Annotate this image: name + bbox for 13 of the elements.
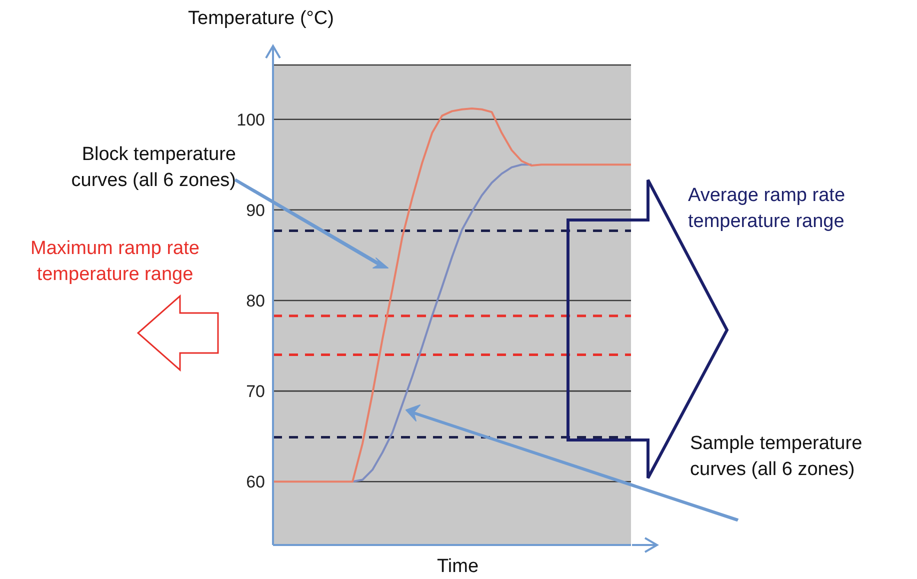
y-tick-label: 80 (246, 292, 265, 311)
y-tick-label: 70 (246, 382, 265, 402)
text: Sample temperature curves (all 6 zones) (690, 432, 864, 482)
y-axis-title: Temperature (°C) (188, 8, 334, 30)
text: Average ramp rate temperature range (688, 184, 846, 234)
y-tick-label: 60 (246, 472, 265, 492)
line-series (352, 164, 533, 483)
text: Block temperature curves (all 6 zones) (70, 143, 236, 193)
text: Maximum ramp rate temperature range (30, 237, 200, 287)
line-series (272, 107, 632, 483)
y-tick-label: 90 (246, 200, 265, 220)
y-tick-label: 100 (236, 110, 265, 130)
x-axis-title: Time (437, 556, 479, 578)
